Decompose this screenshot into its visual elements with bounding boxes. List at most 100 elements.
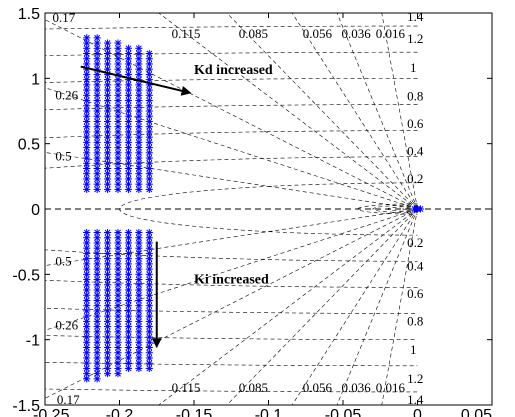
pole-marker-stroke xyxy=(125,281,132,288)
pole-marker-stroke xyxy=(125,61,132,67)
pole-marker-stroke xyxy=(104,234,111,241)
damping-line xyxy=(226,208,418,405)
pole-marker-stroke xyxy=(135,307,142,314)
pole-marker-stroke xyxy=(83,260,90,267)
pole-marker xyxy=(114,138,122,146)
pole-marker-stroke xyxy=(146,255,153,262)
pole-marker-stroke xyxy=(115,287,121,293)
pole-marker-stroke xyxy=(115,81,121,88)
pole-marker xyxy=(114,338,122,346)
pole-marker-stroke xyxy=(125,155,132,161)
frequency-label: 1.2 xyxy=(407,31,423,46)
pole-marker-stroke xyxy=(94,97,101,104)
pole-marker-stroke xyxy=(125,50,132,57)
pole-marker-stroke xyxy=(115,55,121,62)
pole-marker xyxy=(135,244,143,252)
pole-marker xyxy=(93,55,101,63)
damping-label: 0.056 xyxy=(303,26,333,41)
y-tick-label: 0.5 xyxy=(18,137,40,154)
pole-marker-stroke xyxy=(94,128,101,135)
pole-marker-stroke xyxy=(94,313,101,320)
pole-marker xyxy=(145,49,153,58)
pole-marker-stroke xyxy=(115,234,121,241)
pole-marker-stroke xyxy=(94,360,101,367)
pole-marker-stroke xyxy=(83,297,90,304)
pole-marker xyxy=(103,349,112,357)
pole-marker-stroke xyxy=(146,113,153,120)
pole-marker-stroke xyxy=(115,97,121,104)
pole-marker-stroke xyxy=(104,281,111,288)
pole-marker-stroke xyxy=(115,118,121,125)
pole-marker-stroke xyxy=(125,71,132,78)
x-tick-label: -0.2 xyxy=(106,407,134,417)
pole-marker-stroke xyxy=(104,240,111,246)
pole-marker-stroke xyxy=(94,165,101,172)
pole-marker xyxy=(103,76,112,84)
pole-marker xyxy=(145,296,153,305)
damping-line xyxy=(381,208,418,405)
pole-marker xyxy=(83,34,91,42)
pole-marker-stroke xyxy=(146,108,153,114)
pole-marker-stroke xyxy=(146,186,153,193)
pole-marker xyxy=(124,55,133,63)
pole-marker-stroke xyxy=(146,240,153,246)
pole-marker-stroke xyxy=(94,92,101,99)
pole-marker-stroke xyxy=(146,318,153,325)
pole-marker xyxy=(135,44,143,52)
y-tick-label: 1.5 xyxy=(18,6,40,23)
pole-marker xyxy=(135,328,143,336)
pole-marker-stroke xyxy=(83,134,90,141)
pole-marker-stroke xyxy=(125,297,132,304)
pole-marker-stroke xyxy=(125,276,132,283)
x-tick-label: 0.05 xyxy=(461,407,492,417)
zgrid-lines xyxy=(45,13,418,405)
pole-marker-stroke xyxy=(146,155,153,161)
pole-marker-stroke xyxy=(135,81,142,88)
pole-marker-stroke xyxy=(115,92,121,99)
pole-marker-stroke xyxy=(83,349,90,356)
pole-marker-stroke xyxy=(135,302,142,309)
pole-marker-stroke xyxy=(83,292,90,299)
pole-marker-stroke xyxy=(146,165,153,172)
pole-marker-stroke xyxy=(94,255,101,262)
pole-marker-stroke xyxy=(104,297,111,304)
pole-marker-stroke xyxy=(83,155,90,161)
pole-marker-stroke xyxy=(135,92,142,99)
pole-marker-stroke xyxy=(104,307,111,314)
pole-marker-stroke xyxy=(115,144,121,151)
pole-marker-stroke xyxy=(115,250,121,257)
pole-marker-stroke xyxy=(135,271,142,278)
pole-marker-stroke xyxy=(83,45,90,52)
pole-marker-stroke xyxy=(146,97,153,104)
pole-marker xyxy=(83,370,91,378)
pole-marker-stroke xyxy=(146,234,153,241)
pole-marker-stroke xyxy=(125,339,132,346)
pole-marker-stroke xyxy=(83,61,90,67)
pole-marker-stroke xyxy=(83,50,90,57)
pole-marker-stroke xyxy=(94,234,101,241)
pole-marker-stroke xyxy=(115,344,121,351)
pole-marker-stroke xyxy=(146,292,153,299)
pole-marker-stroke xyxy=(135,170,142,177)
pole-marker-stroke xyxy=(146,76,153,83)
pole-marker-stroke xyxy=(94,123,101,130)
pole-marker-stroke xyxy=(83,266,90,273)
frequency-label: 1 xyxy=(410,342,417,357)
pole-marker-stroke xyxy=(125,81,132,88)
pole-marker-stroke xyxy=(83,240,90,246)
pole-marker-stroke xyxy=(104,349,111,356)
pole-marker-stroke xyxy=(135,186,142,193)
pole-marker-stroke xyxy=(135,365,142,372)
pole-marker-stroke xyxy=(83,328,90,335)
pole-marker-stroke xyxy=(146,102,153,109)
pole-marker xyxy=(124,270,133,278)
pole-marker xyxy=(103,281,112,289)
pole-marker-stroke xyxy=(125,144,132,151)
pole-marker xyxy=(103,159,112,167)
pole-marker-stroke xyxy=(83,34,90,41)
pole-marker xyxy=(93,239,101,247)
pole-marker xyxy=(103,270,112,278)
pole-marker xyxy=(93,312,101,320)
pole-marker-stroke xyxy=(146,276,153,283)
pole-marker-stroke xyxy=(104,102,111,109)
